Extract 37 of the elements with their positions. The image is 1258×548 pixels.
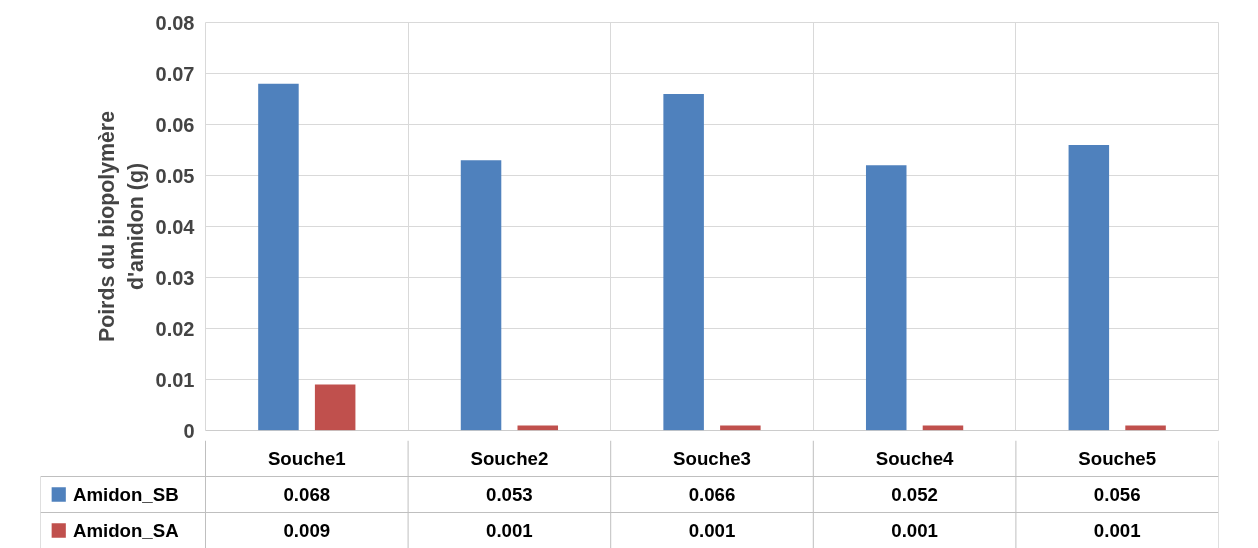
y-tick-label: 0.02 xyxy=(155,317,195,340)
bar xyxy=(460,160,502,431)
y-tick-label: 0.08 xyxy=(155,11,195,34)
data-label: 0.009 xyxy=(283,520,331,541)
x-tick-label: Souche4 xyxy=(875,448,955,469)
data-label: 0.001 xyxy=(1093,520,1141,541)
y-tick-label: 0 xyxy=(183,419,195,442)
data-label: 0.066 xyxy=(688,484,736,505)
bar xyxy=(517,425,559,431)
data-label: 0.056 xyxy=(1093,484,1141,505)
y-tick-label: 0.06 xyxy=(155,113,195,136)
legend-label: Amidon_SA xyxy=(72,520,179,541)
y-tick-label: 0.03 xyxy=(155,266,195,289)
bar xyxy=(258,83,299,431)
legend-label: Amidon_SB xyxy=(72,484,179,505)
x-tick-label: Souche5 xyxy=(1078,448,1157,469)
data-label: 0.001 xyxy=(688,520,736,541)
bar xyxy=(314,384,356,431)
y-tick-label: 0.07 xyxy=(155,62,195,85)
bar xyxy=(1068,144,1110,431)
data-label: 0.001 xyxy=(891,520,938,541)
data-label: 0.052 xyxy=(891,484,938,505)
x-tick-label: Souche3 xyxy=(673,448,751,469)
bar xyxy=(720,425,761,431)
y-tick-label: 0.01 xyxy=(155,368,195,391)
y-axis-title: Poirds du biopolymère d'amidon (g) xyxy=(94,110,148,343)
bar xyxy=(663,93,704,431)
data-label: 0.068 xyxy=(283,484,331,505)
bar xyxy=(1125,425,1166,431)
y-tick-label: 0.05 xyxy=(155,164,195,187)
data-label: 0.053 xyxy=(486,484,533,505)
x-tick-label: Souche1 xyxy=(267,448,346,469)
x-tick-label: Souche2 xyxy=(470,448,549,469)
data-label: 0.001 xyxy=(486,520,533,541)
bar xyxy=(865,165,907,431)
bar xyxy=(922,425,964,431)
y-tick-label: 0.04 xyxy=(155,215,196,238)
